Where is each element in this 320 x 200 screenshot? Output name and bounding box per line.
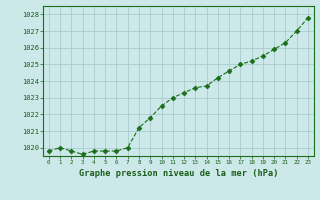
X-axis label: Graphe pression niveau de la mer (hPa): Graphe pression niveau de la mer (hPa) [79, 169, 278, 178]
